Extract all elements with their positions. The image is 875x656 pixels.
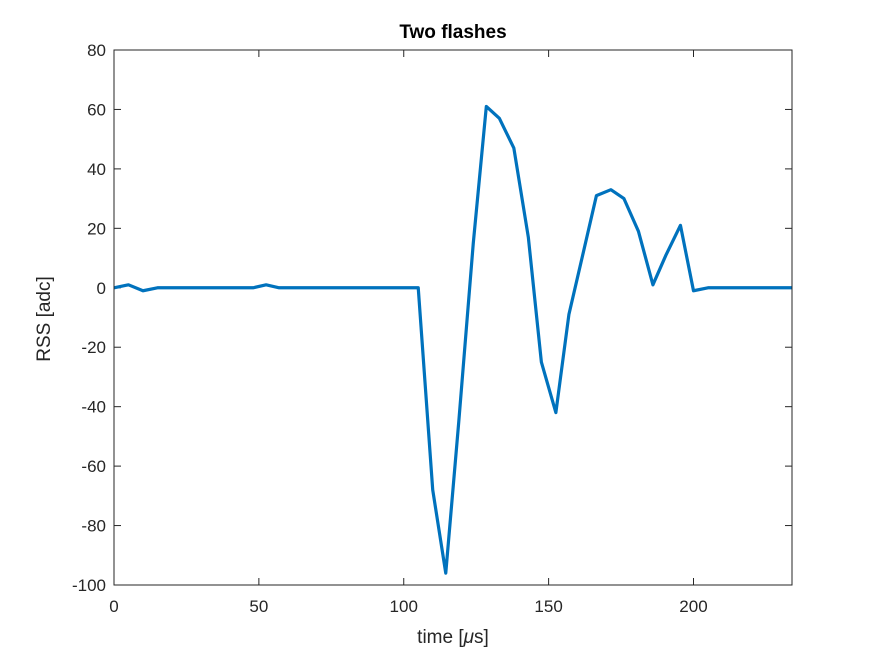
x-tick-label: 200: [679, 597, 707, 616]
chart-title: Two flashes: [399, 22, 506, 43]
y-tick-label: -20: [81, 338, 106, 357]
x-tick-label: 100: [390, 597, 418, 616]
x-axis-label-prefix: time [: [417, 627, 464, 648]
y-tick-label: -100: [72, 576, 106, 595]
y-tick-label: 0: [97, 279, 106, 298]
series-line: [113, 104, 792, 575]
x-axis-label: time [μs]: [417, 627, 489, 648]
x-axis-label-mu: μ: [463, 627, 475, 648]
y-tick-label: -60: [81, 457, 106, 476]
y-tick-label: 80: [87, 41, 106, 60]
y-tick-label: 40: [87, 160, 106, 179]
x-tick-label: 50: [249, 597, 268, 616]
y-axis-label: RSS [adc]: [34, 276, 55, 362]
x-axis-label-suffix: s]: [474, 627, 489, 648]
y-tick-label: 20: [87, 219, 106, 238]
plot-area-box: [113, 49, 793, 586]
x-tick-label: 150: [534, 597, 562, 616]
x-tick-label: 0: [109, 597, 118, 616]
plot-line-group: [113, 104, 792, 575]
y-tick-label: 60: [87, 100, 106, 119]
y-tick-label: -80: [81, 517, 106, 536]
y-tick-label: -40: [81, 398, 106, 417]
